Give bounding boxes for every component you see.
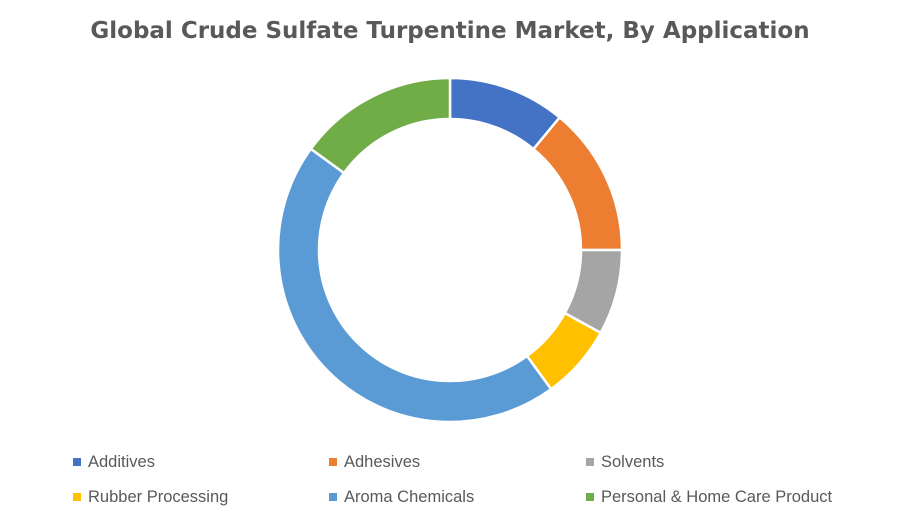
- legend-swatch-adhesives: [329, 458, 337, 466]
- chart-title: Global Crude Sulfate Turpentine Market, …: [90, 18, 810, 44]
- legend-swatch-aroma-chemicals: [329, 493, 337, 501]
- legend-swatch-rubber-processing: [73, 493, 81, 501]
- legend-label-aroma-chemicals: Aroma Chemicals: [344, 487, 475, 506]
- legend-swatch-solvents: [586, 458, 594, 466]
- legend-item-additives[interactable]: Additives: [73, 452, 155, 472]
- legend-label-additives: Additives: [88, 452, 155, 471]
- legend-swatch-additives: [73, 458, 81, 466]
- legend-item-aroma-chemicals[interactable]: Aroma Chemicals: [329, 487, 474, 507]
- legend-item-personal-home-care[interactable]: Personal & Home Care Product: [586, 487, 832, 507]
- donut-slice-adhesives[interactable]: [531, 115, 624, 252]
- legend-label-rubber-processing: Rubber Processing: [88, 487, 229, 506]
- legend-swatch-personal-home-care: [586, 493, 594, 501]
- legend-item-rubber-processing[interactable]: Rubber Processing: [73, 487, 228, 507]
- donut-slice-aroma-chemicals[interactable]: [276, 147, 553, 424]
- legend-label-adhesives: Adhesives: [344, 452, 421, 471]
- legend-label-personal-home-care: Personal & Home Care Product: [601, 487, 833, 506]
- donut-slice-personal-home-care[interactable]: [309, 76, 452, 175]
- legend-item-solvents[interactable]: Solvents: [586, 452, 664, 472]
- legend-label-solvents: Solvents: [601, 452, 665, 471]
- legend-item-adhesives[interactable]: Adhesives: [329, 452, 420, 472]
